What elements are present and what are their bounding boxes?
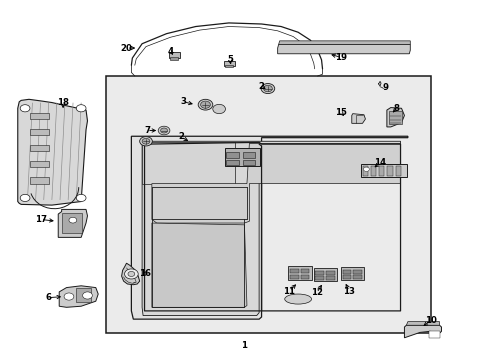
Bar xyxy=(105,76,430,333)
Circle shape xyxy=(76,105,86,112)
Bar xyxy=(300,269,309,273)
Bar xyxy=(226,152,238,158)
Text: 6: 6 xyxy=(45,293,51,302)
Bar xyxy=(428,330,439,338)
Circle shape xyxy=(128,271,135,276)
Circle shape xyxy=(212,104,225,114)
Bar xyxy=(360,163,406,177)
Text: 12: 12 xyxy=(310,288,322,297)
Polygon shape xyxy=(277,44,409,54)
Bar xyxy=(289,269,298,273)
Bar xyxy=(386,166,392,176)
Bar xyxy=(30,129,49,135)
Ellipse shape xyxy=(284,294,311,304)
Bar xyxy=(378,166,384,176)
Bar xyxy=(315,271,324,275)
Bar xyxy=(225,65,233,67)
Bar xyxy=(170,57,178,59)
Polygon shape xyxy=(351,114,365,123)
Bar xyxy=(370,166,375,176)
Circle shape xyxy=(76,194,86,202)
Polygon shape xyxy=(152,143,400,223)
Polygon shape xyxy=(122,263,140,285)
Polygon shape xyxy=(59,286,98,307)
Bar xyxy=(242,152,254,158)
Bar xyxy=(342,270,350,274)
Bar xyxy=(362,166,367,176)
Polygon shape xyxy=(406,321,439,325)
Text: 4: 4 xyxy=(167,47,173,56)
Circle shape xyxy=(140,136,152,146)
Circle shape xyxy=(160,128,167,133)
Bar xyxy=(340,267,364,280)
Bar xyxy=(352,270,361,274)
Text: 1: 1 xyxy=(241,341,247,350)
Circle shape xyxy=(20,194,30,202)
Circle shape xyxy=(263,85,272,92)
Text: 3: 3 xyxy=(180,97,186,106)
Bar xyxy=(313,267,336,281)
Text: 13: 13 xyxy=(343,287,355,296)
Bar xyxy=(30,145,49,151)
Text: 10: 10 xyxy=(424,316,436,325)
Text: 16: 16 xyxy=(138,269,150,278)
Circle shape xyxy=(64,293,74,300)
Text: 14: 14 xyxy=(373,158,386,167)
Text: 17: 17 xyxy=(35,215,47,224)
Bar xyxy=(242,159,254,165)
Bar xyxy=(325,271,334,275)
Bar xyxy=(76,288,91,302)
Bar xyxy=(395,166,400,176)
Text: 15: 15 xyxy=(334,108,346,117)
Bar xyxy=(30,113,49,119)
Polygon shape xyxy=(58,210,87,237)
Bar xyxy=(224,148,260,166)
Circle shape xyxy=(198,99,212,110)
Circle shape xyxy=(69,217,77,223)
Text: 9: 9 xyxy=(382,83,388,92)
Bar xyxy=(289,275,298,279)
Bar xyxy=(288,266,311,280)
Bar xyxy=(352,275,361,279)
Circle shape xyxy=(20,105,30,112)
Polygon shape xyxy=(131,136,407,319)
Bar xyxy=(342,275,350,279)
Text: 7: 7 xyxy=(143,126,150,135)
Polygon shape xyxy=(152,223,246,307)
Bar xyxy=(300,275,309,279)
Circle shape xyxy=(363,167,368,171)
Bar xyxy=(224,60,234,66)
Text: 20: 20 xyxy=(121,44,132,53)
Bar xyxy=(168,51,179,58)
Bar xyxy=(30,161,49,167)
Polygon shape xyxy=(386,108,404,127)
Text: 8: 8 xyxy=(393,104,399,113)
Polygon shape xyxy=(142,141,400,316)
Bar xyxy=(226,159,238,165)
Polygon shape xyxy=(278,41,409,44)
Text: 18: 18 xyxy=(57,98,69,107)
Text: 2: 2 xyxy=(258,82,264,91)
Circle shape xyxy=(142,138,150,144)
Circle shape xyxy=(158,126,169,135)
Text: 11: 11 xyxy=(283,287,295,296)
Text: 19: 19 xyxy=(334,53,346,62)
Bar xyxy=(325,276,334,280)
Circle shape xyxy=(82,292,92,299)
Circle shape xyxy=(261,84,274,94)
Bar xyxy=(315,276,324,280)
Bar xyxy=(30,177,49,184)
Text: 5: 5 xyxy=(226,55,232,64)
Polygon shape xyxy=(404,325,441,338)
Circle shape xyxy=(200,101,210,108)
Polygon shape xyxy=(18,99,87,205)
Circle shape xyxy=(124,269,138,279)
Polygon shape xyxy=(142,142,234,184)
Text: 2: 2 xyxy=(178,132,184,141)
Bar xyxy=(61,213,82,233)
Bar xyxy=(388,111,402,125)
